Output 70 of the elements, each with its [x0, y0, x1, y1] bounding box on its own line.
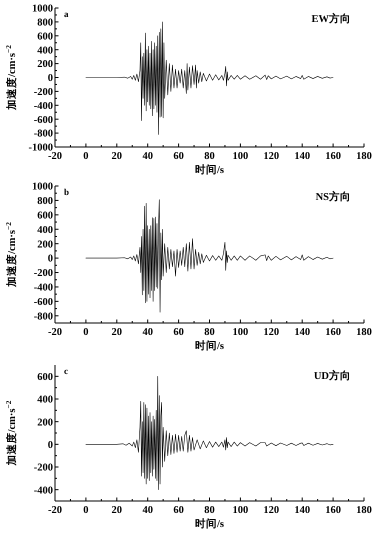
x-tick-label: 160 — [325, 505, 341, 516]
x-tick-label: 80 — [204, 505, 215, 516]
x-axis-title: 时间/s — [194, 517, 224, 530]
y-tick-label: -600 — [34, 114, 53, 126]
y-tick-label: 1000 — [32, 182, 53, 193]
x-tick-label: 120 — [263, 505, 280, 516]
x-tick-label: 100 — [232, 151, 248, 162]
x-tick-label: 120 — [263, 151, 280, 162]
x-tick-label: 20 — [112, 505, 122, 516]
x-tick-label: 20 — [112, 327, 122, 338]
y-tick-label: -400 — [34, 100, 53, 112]
y-tick-label: -800 — [34, 311, 53, 322]
x-tick-label: 80 — [204, 151, 215, 162]
annotation: c — [64, 366, 68, 376]
x-tick-label: 100 — [232, 327, 248, 338]
y-tick-label: 400 — [37, 224, 53, 236]
x-tick-label: 20 — [112, 151, 122, 162]
annotation: a — [64, 9, 69, 19]
y-tick-label: -200 — [34, 462, 53, 474]
y-tick-label: -400 — [34, 282, 53, 294]
annotation: EW方向 — [311, 12, 351, 25]
x-tick-label: 100 — [232, 505, 248, 516]
y-tick-label: 1000 — [32, 4, 53, 15]
y-tick-label: -200 — [34, 268, 53, 280]
x-tick-label: 180 — [356, 151, 372, 162]
annotation: UD方向 — [314, 369, 351, 382]
line-series — [86, 22, 334, 135]
x-tick-label: 40 — [142, 505, 153, 516]
x-tick-label: 140 — [294, 505, 310, 516]
y-tick-label: 0 — [48, 440, 53, 451]
x-tick-label: 60 — [173, 327, 184, 338]
y-tick-label: 0 — [48, 254, 53, 265]
x-tick-label: 0 — [83, 327, 89, 338]
x-tick-label: 60 — [173, 151, 184, 162]
x-tick-label: 160 — [325, 151, 341, 162]
y-tick-label: -600 — [34, 296, 53, 308]
y-tick-label: 600 — [37, 372, 53, 383]
x-tick-label: 40 — [142, 151, 153, 162]
y-tick-label: -400 — [34, 485, 53, 496]
y-tick-label: 800 — [37, 18, 53, 28]
x-tick-label: 180 — [356, 327, 372, 338]
y-tick-label: 600 — [37, 210, 53, 222]
y-tick-label: 400 — [37, 45, 53, 56]
y-tick-label: 400 — [37, 394, 53, 406]
x-tick-label: 40 — [142, 327, 153, 338]
y-tick-label: 200 — [37, 59, 53, 70]
y-tick-label: 200 — [37, 417, 53, 428]
annotation: NS方向 — [316, 190, 351, 203]
x-tick-label: -20 — [48, 151, 62, 162]
x-tick-label: -20 — [48, 327, 62, 338]
y-tick-label: -800 — [34, 128, 53, 140]
y-tick-label: -200 — [34, 87, 53, 98]
x-tick-label: -20 — [48, 505, 62, 516]
y-tick-label: 600 — [37, 31, 53, 42]
x-tick-label: 60 — [173, 505, 184, 516]
x-axis-title: 时间/s — [194, 163, 224, 176]
annotation: b — [64, 187, 70, 197]
y-tick-label: -1000 — [28, 142, 53, 154]
y-tick-label: 0 — [48, 73, 53, 84]
x-tick-label: 180 — [356, 505, 372, 516]
y-tick-label: 200 — [37, 239, 53, 250]
x-tick-label: 0 — [83, 151, 89, 162]
y-tick-label: 800 — [37, 196, 53, 208]
x-tick-label: 120 — [263, 327, 280, 338]
x-axis-title: 时间/s — [194, 339, 224, 352]
x-tick-label: 140 — [294, 327, 310, 338]
x-tick-label: 160 — [325, 327, 341, 338]
x-tick-label: 140 — [294, 151, 310, 162]
x-tick-label: 80 — [204, 327, 215, 338]
x-tick-label: 0 — [83, 505, 89, 516]
